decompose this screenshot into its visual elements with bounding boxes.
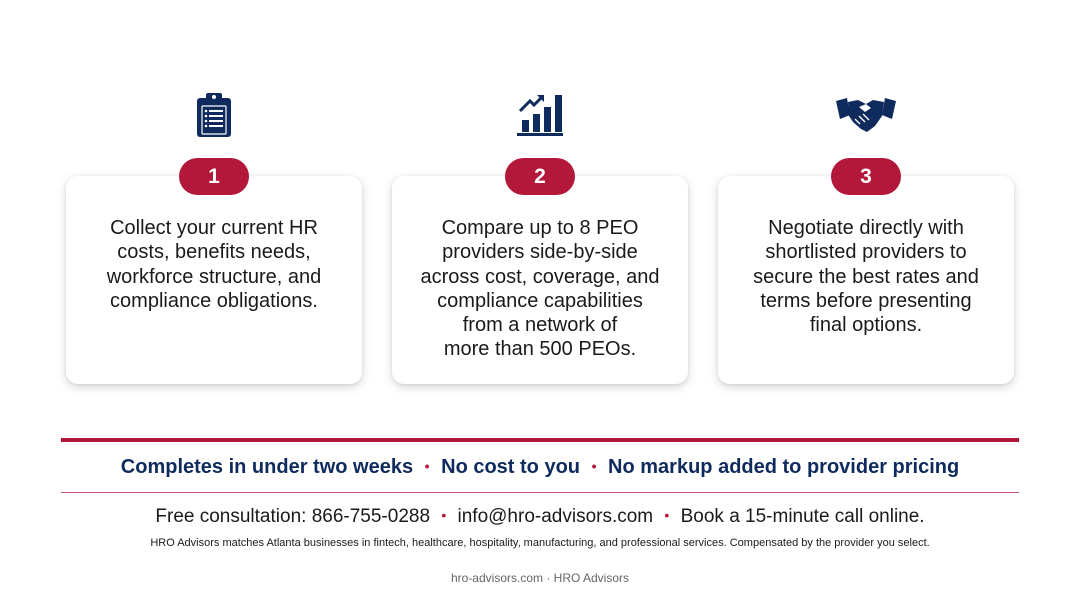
email-text: info@hro-advisors.com xyxy=(457,506,654,527)
step-text: Collect your current HR costs, benefits … xyxy=(106,217,322,312)
step-card-1: Collect your current HR costs, benefits … xyxy=(66,176,362,384)
highlight-cost: No cost to you xyxy=(441,456,581,478)
step-text: Negotiate directly with shortlisted prov… xyxy=(753,217,979,337)
clipboard-icon xyxy=(174,90,254,140)
separator-dot: • xyxy=(424,458,430,474)
highlight-markup: No markup added to provider pricing xyxy=(608,456,960,478)
separator-dot: • xyxy=(591,458,597,474)
separator-dot: • xyxy=(664,507,670,523)
divider-thin xyxy=(61,492,1019,493)
disclaimer-text: HRO Advisors matches Atlanta businesses … xyxy=(150,537,930,549)
step-text: Compare up to 8 PEO providers side-by-si… xyxy=(420,217,660,361)
step-card-3: Negotiate directly with shortlisted prov… xyxy=(718,176,1014,384)
step-number-badge: 2 xyxy=(505,158,575,195)
step-number-badge: 3 xyxy=(831,158,901,195)
separator-dot: • xyxy=(441,507,447,523)
step-number-badge: 1 xyxy=(179,158,249,195)
contact-line: Free consultation: 866-755-0288 • info@h… xyxy=(0,506,1080,528)
highlight-duration: Completes in under two weeks xyxy=(120,456,414,478)
handshake-icon xyxy=(826,90,906,140)
footer-text: hro-advisors.com · HRO Advisors xyxy=(450,571,630,585)
highlights-bar: Completes in under two weeks • No cost t… xyxy=(0,456,1080,479)
booking-text: Book a 15-minute call online. xyxy=(680,506,925,527)
step-card-2: Compare up to 8 PEO providers side-by-si… xyxy=(392,176,688,384)
divider-thick xyxy=(61,438,1019,442)
phone-text: Free consultation: 866-755-0288 xyxy=(155,506,431,527)
growth-chart-icon xyxy=(500,90,580,140)
